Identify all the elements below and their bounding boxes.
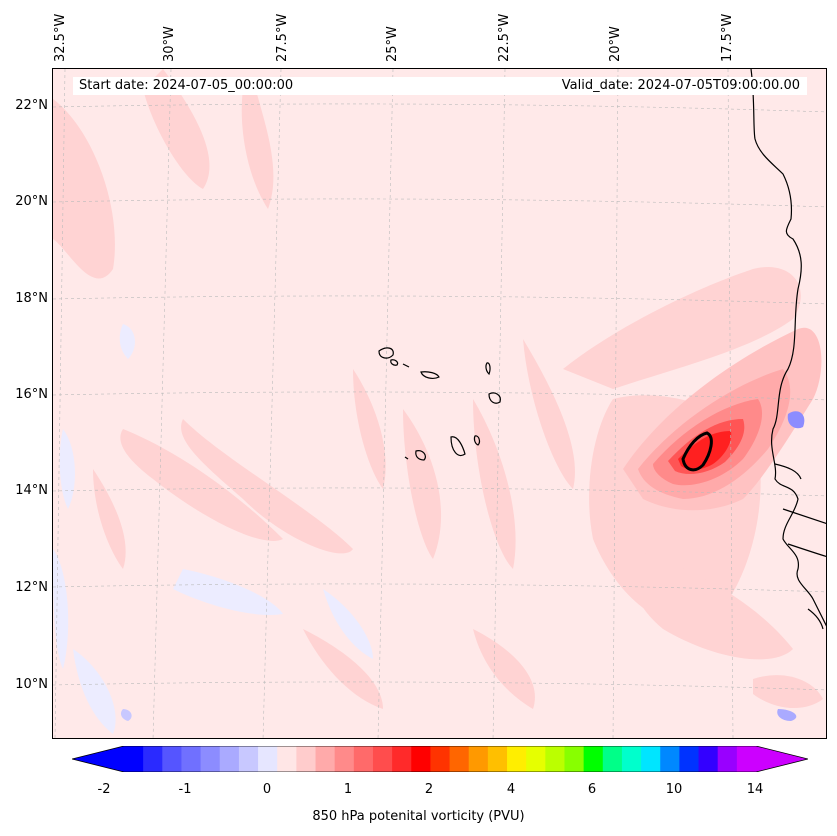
colorbar-segment [124,746,144,772]
colorbar-tick: 4 [506,782,516,797]
start-date-text: Start date: 2024-07-05_00:00:00 [79,78,294,93]
colorbar-segment [315,746,336,772]
colorbar-segment [353,746,374,772]
pv-contour-line [681,431,713,472]
colorbar-segment [621,746,642,772]
colorbar-segment [679,746,700,772]
colorbar-tick: 2 [424,782,434,797]
colorbar-segment [487,746,508,772]
lat-label-20n: 20°N [15,194,48,209]
colorbar-segment [411,746,431,772]
colorbar-segment [181,746,202,772]
cape-verde-islands [378,347,501,461]
pv-weak-negative-patches [53,324,373,734]
colorbar-extend-high [756,746,808,772]
colorbar-label: 850 hPa potenital vorticity (PVU) [312,809,525,824]
colorbar-segment [200,746,221,772]
colorbar-segment [468,746,489,772]
colorbar-segment [564,746,585,772]
lat-label-10n: 10°N [15,677,48,692]
lon-label-20w: 20°W [608,26,623,62]
colorbar-segment [238,746,259,772]
lat-label-14n: 14°N [15,483,48,498]
colorbar [72,746,808,772]
colorbar-segment [641,746,661,772]
colorbar-tick: -1 [178,782,192,797]
colorbar-segment [296,746,317,772]
lon-label-17-5w: 17.5°W [720,13,735,62]
lon-label-30w: 30°W [162,26,177,62]
colorbar-segment [526,746,546,772]
colorbar-segment [219,746,240,772]
colorbar-segment [449,746,470,772]
colorbar-segment [334,746,355,772]
colorbar-tick: 14 [746,782,764,797]
lon-label-32-5w: 32.5°W [53,13,68,62]
colorbar-segment [372,746,393,772]
map-panel [52,68,827,739]
colorbar-segment [143,746,163,772]
colorbar-segment [736,746,757,772]
colorbar-segment [583,746,604,772]
gridlines [53,69,826,738]
colorbar-segment [162,746,182,772]
colorbar-tick: 10 [665,782,683,797]
lat-label-16n: 16°N [15,387,48,402]
colorbar-segment [717,746,738,772]
colorbar-tick: 1 [343,782,353,797]
lat-label-12n: 12°N [15,580,48,595]
colorbar-segment [258,746,278,772]
colorbar-extend-low [72,746,124,772]
colorbar-segment [507,746,527,772]
pv-field-map [53,69,826,738]
colorbar-segment [602,746,623,772]
colorbar-segment [392,746,412,772]
colorbar-tick: -2 [97,782,111,797]
lon-label-25w: 25°W [385,26,400,62]
colorbar-tick: 0 [262,782,272,797]
african-coastline [750,69,826,630]
colorbar-segment [430,746,451,772]
colorbar-segment [545,746,565,772]
lon-label-22-5w: 22.5°W [497,13,512,62]
colorbar-segment [698,746,719,772]
colorbar-tick: 6 [587,782,597,797]
colorbar-segment [660,746,680,772]
pv-maximum [623,327,822,511]
lon-label-27-5w: 27.5°W [275,13,290,62]
lat-label-18n: 18°N [15,291,48,306]
colorbar-segment [277,746,297,772]
pv-negative-spots-coast [120,411,805,721]
valid-date-text: Valid_date: 2024-07-05T09:00:00.00 [561,78,800,93]
lat-label-22n: 22°N [15,98,48,113]
info-box [73,77,807,95]
